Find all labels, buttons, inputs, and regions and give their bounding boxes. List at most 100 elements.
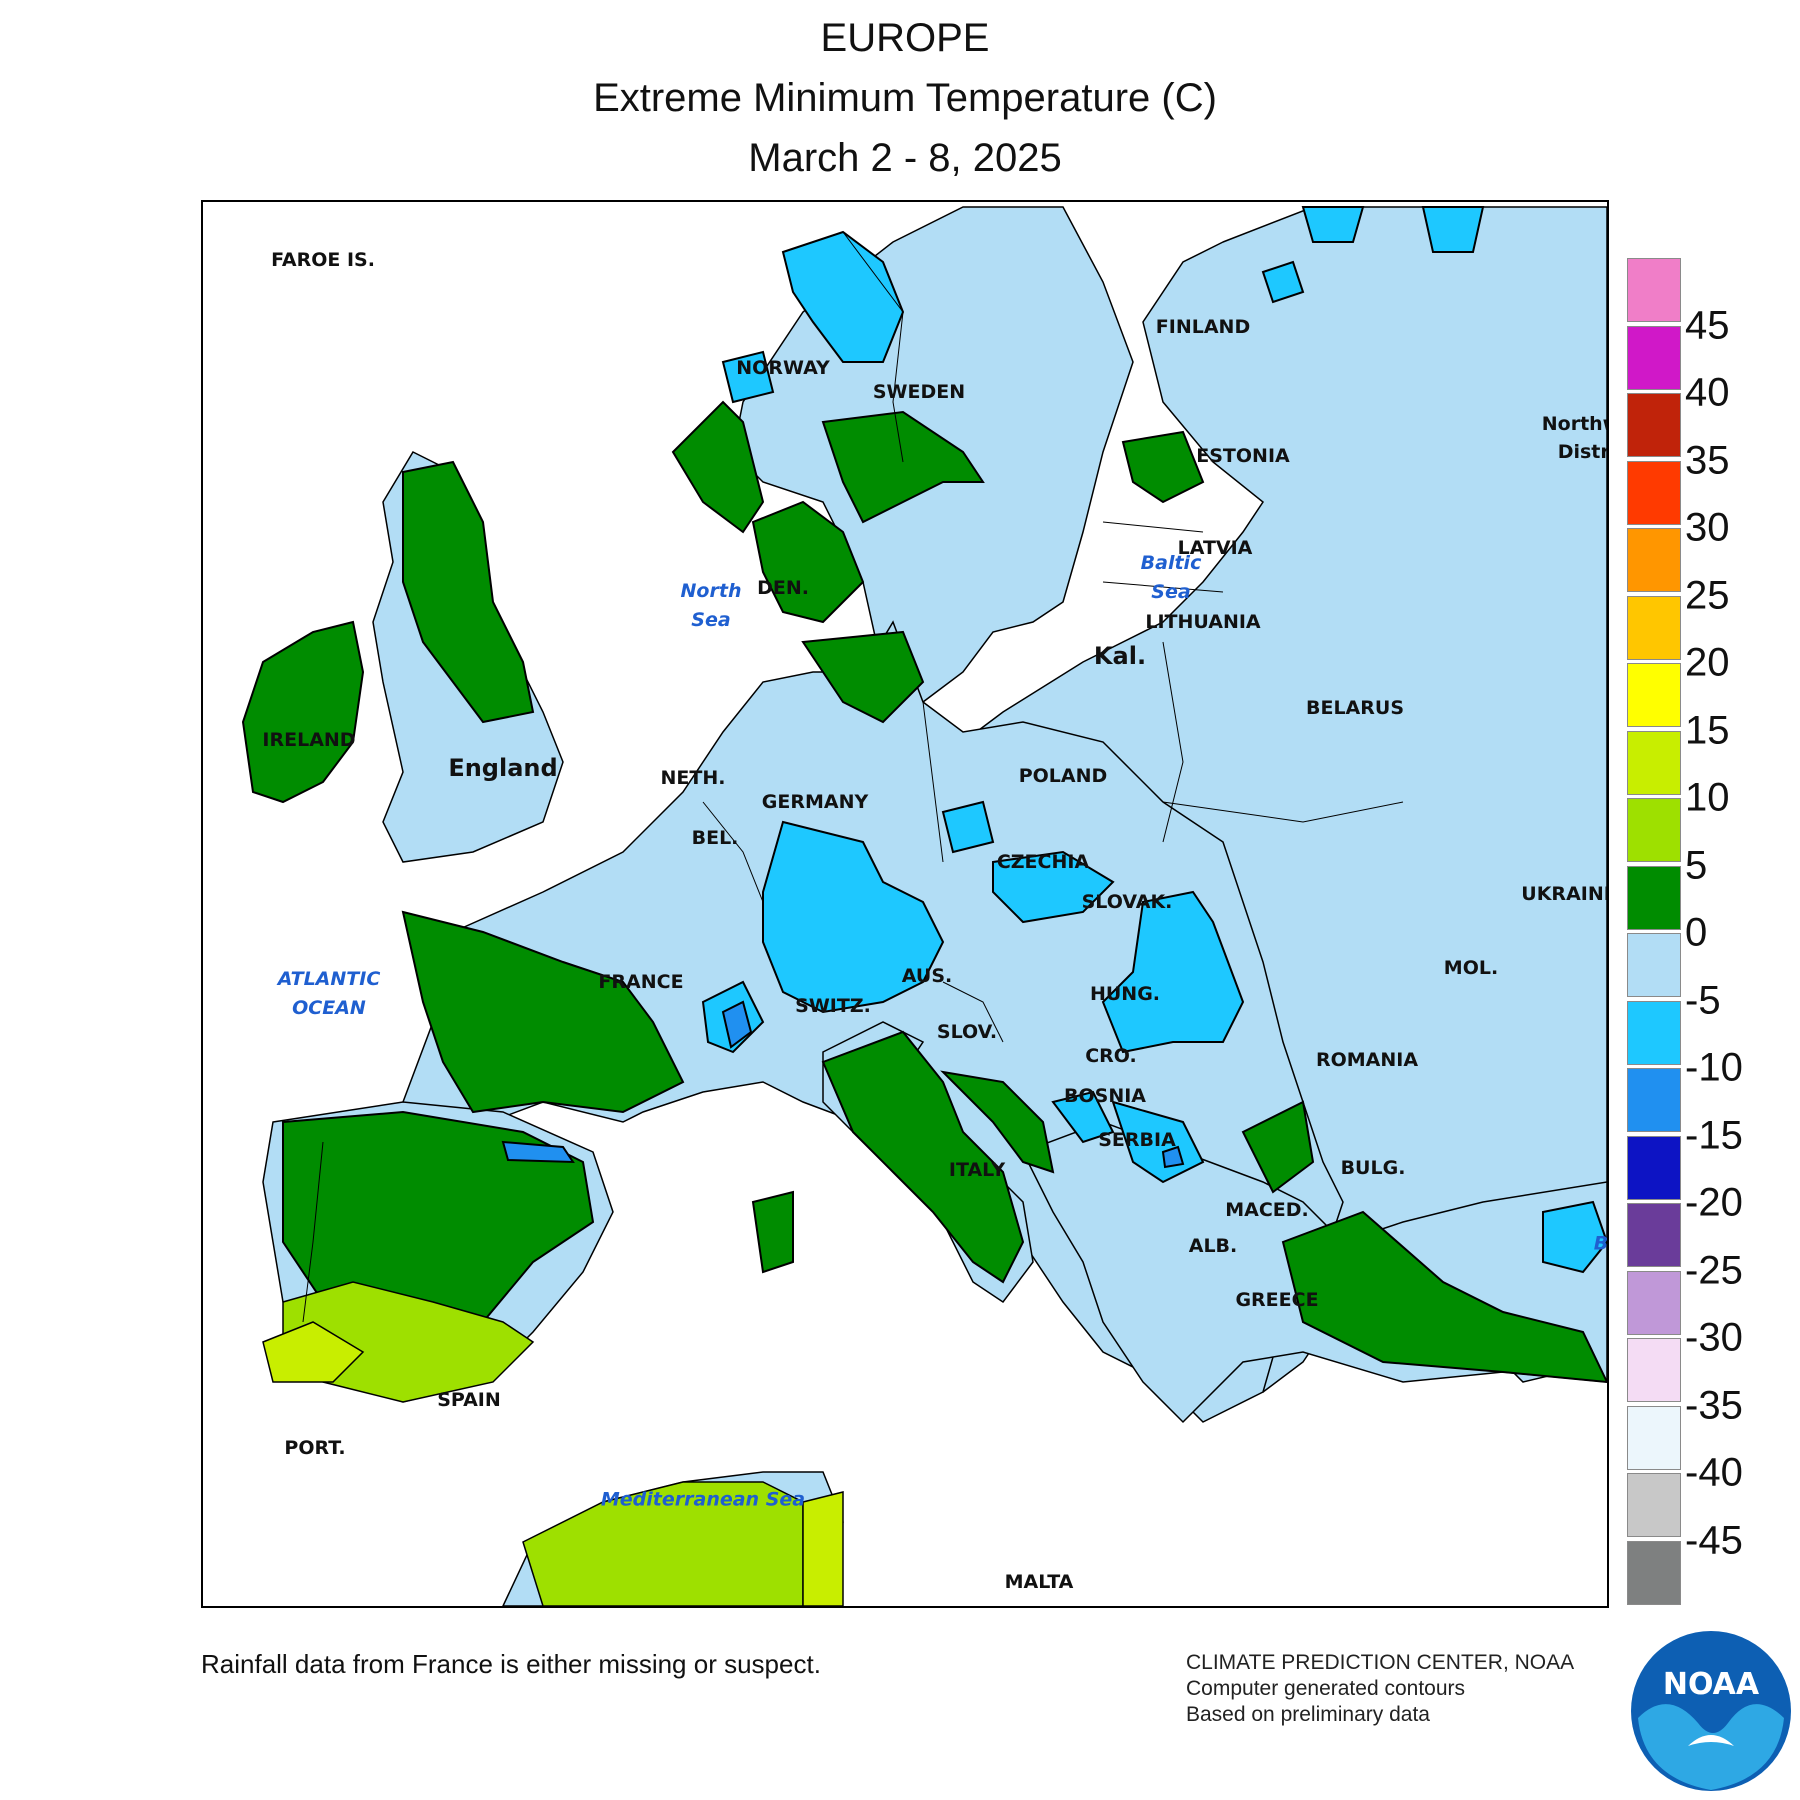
label-bosnia: BOSNIA (1064, 1085, 1146, 1107)
cyan-serbia (1051, 1090, 1115, 1144)
legend-tick-label: -15 (1685, 1113, 1743, 1157)
label-italy: ITALY (948, 1159, 1006, 1181)
label-hungary: HUNG. (1089, 983, 1161, 1005)
legend-swatch (1627, 1338, 1681, 1402)
green-baltic-coast (801, 630, 925, 724)
legend-tick-label: 15 (1685, 708, 1730, 752)
green-sardinia (751, 1190, 794, 1274)
border-belarus-ukraine (1162, 801, 1404, 823)
green-estonia-coast (1121, 430, 1205, 504)
legend-tick-label: -10 (1685, 1045, 1743, 1090)
label-netherlands: NETH. (660, 767, 726, 789)
legend-swatch (1627, 595, 1681, 660)
label-slovakia: SLOVAK. (1081, 891, 1173, 913)
yellowgreen-spain-coast (262, 1321, 365, 1383)
label-faroe: FAROE IS. (271, 249, 375, 271)
label-greece: GREECE (1235, 1289, 1319, 1311)
legend-swatch (1627, 730, 1681, 795)
legend-swatch (1627, 663, 1681, 727)
zone-cyan (701, 206, 1607, 1274)
legend-swatch (1627, 1135, 1681, 1200)
label-ukraine: UKRAINE (1521, 883, 1609, 905)
label-romania: ROMANIA (1315, 1049, 1419, 1071)
label-denmark: DEN. (757, 577, 809, 599)
map-date-range: March 2 - 8, 2025 (748, 136, 1062, 180)
border-germany-poland (922, 701, 944, 863)
green-spain-plateau (282, 1110, 595, 1323)
map-title: Extreme Minimum Temperature (C) (593, 76, 1217, 120)
label-moldova: MOL. (1443, 957, 1499, 979)
green-balkan-coast (940, 1070, 1055, 1174)
label-poland: POLAND (1018, 765, 1108, 787)
label-north-sea: North Sea (680, 580, 742, 631)
green-scotland (402, 460, 535, 724)
credit-block: CLIMATE PREDICTION CENTER, NOAA Computer… (1186, 1650, 1574, 1728)
legend-tick-label: 20 (1685, 640, 1730, 685)
label-switzerland: SWITZ. (795, 995, 871, 1017)
credit-org: CLIMATE PREDICTION CENTER, NOAA (1186, 1651, 1575, 1674)
lime-north-africa (522, 1481, 804, 1606)
cyan-carpathians (1101, 890, 1245, 1054)
label-slovenia: SLOV. (936, 1021, 998, 1043)
border-austria-hungary (942, 981, 1004, 1043)
label-northwest: Northw (1541, 413, 1607, 435)
legend-swatch (1627, 1203, 1681, 1267)
legend-tick-label: -45 (1685, 1518, 1743, 1562)
noaa-logo: NOAA (1631, 1631, 1791, 1791)
border-norway-sweden (842, 231, 904, 463)
cyan-slovakia (992, 850, 1115, 924)
legend-swatch (1627, 1000, 1681, 1065)
legend-tick-label: -20 (1685, 1180, 1743, 1225)
blue-alps-core (721, 1000, 753, 1049)
border-france-germany (702, 801, 764, 903)
label-macedonia: MACED. (1225, 1199, 1309, 1221)
zone-yellowgreen (262, 1321, 844, 1606)
label-finland: FINLAND (1155, 316, 1251, 338)
border-spain-portugal (302, 1141, 324, 1323)
footnote: Rainfall data from France is either miss… (201, 1649, 821, 1679)
legend-tick-label: -25 (1685, 1248, 1743, 1292)
legend-tick-label: -30 (1685, 1315, 1743, 1360)
legend-swatch (1627, 258, 1681, 322)
label-atlantic-ocean: ATLANTIC OCEAN (277, 968, 381, 1019)
label-portugal: PORT. (284, 1437, 346, 1459)
label-england: England (448, 754, 558, 782)
legend-tick-label: 30 (1685, 505, 1730, 550)
label-belgium: BEL. (691, 827, 739, 849)
legend-swatch (1627, 798, 1681, 862)
legend-swatch (1627, 1540, 1681, 1605)
legend-tick-label: 45 (1685, 303, 1730, 347)
legend-tick-label: -35 (1685, 1383, 1743, 1427)
green-denmark (751, 500, 865, 624)
legend-tick-label: -40 (1685, 1450, 1743, 1495)
cyan-finland-north-2 (1421, 206, 1485, 253)
cyan-norway-west (721, 350, 775, 404)
legend-swatch (1627, 460, 1681, 525)
legend-tick-label: 25 (1685, 573, 1730, 617)
label-estonia: ESTONIA (1196, 445, 1290, 467)
legend-swatch (1627, 1068, 1681, 1132)
yellowgreen-africa-coast (802, 1491, 844, 1606)
border-baltic-states (1102, 521, 1224, 593)
blue-pyrenees (501, 1140, 575, 1164)
legend-tick-label: 35 (1685, 438, 1730, 482)
legend-swatch (1627, 393, 1681, 457)
label-croatia: CRO. (1085, 1045, 1137, 1067)
blue-rila (1161, 1145, 1185, 1169)
legend-swatch (1627, 325, 1681, 390)
green-bulgaria-east (1241, 1100, 1315, 1194)
green-sweden-south (821, 410, 985, 524)
green-italy (821, 1030, 1025, 1284)
noaa-logo-lower (1638, 1704, 1784, 1790)
label-bulgaria: BULG. (1340, 1157, 1406, 1179)
legend-tick-label: 10 (1685, 775, 1730, 820)
legend-tick-label: 0 (1685, 910, 1708, 955)
cyan-finland-north-1 (1301, 206, 1365, 243)
label-baltic-sea: Baltic Sea (1140, 552, 1202, 603)
label-district: Distri (1557, 441, 1609, 463)
label-austria: AUS. (901, 965, 953, 987)
label-france: FRANCE (598, 971, 684, 993)
zone-blue (501, 1000, 1185, 1169)
green-ireland (241, 620, 365, 804)
legend-swatch (1627, 1473, 1681, 1537)
